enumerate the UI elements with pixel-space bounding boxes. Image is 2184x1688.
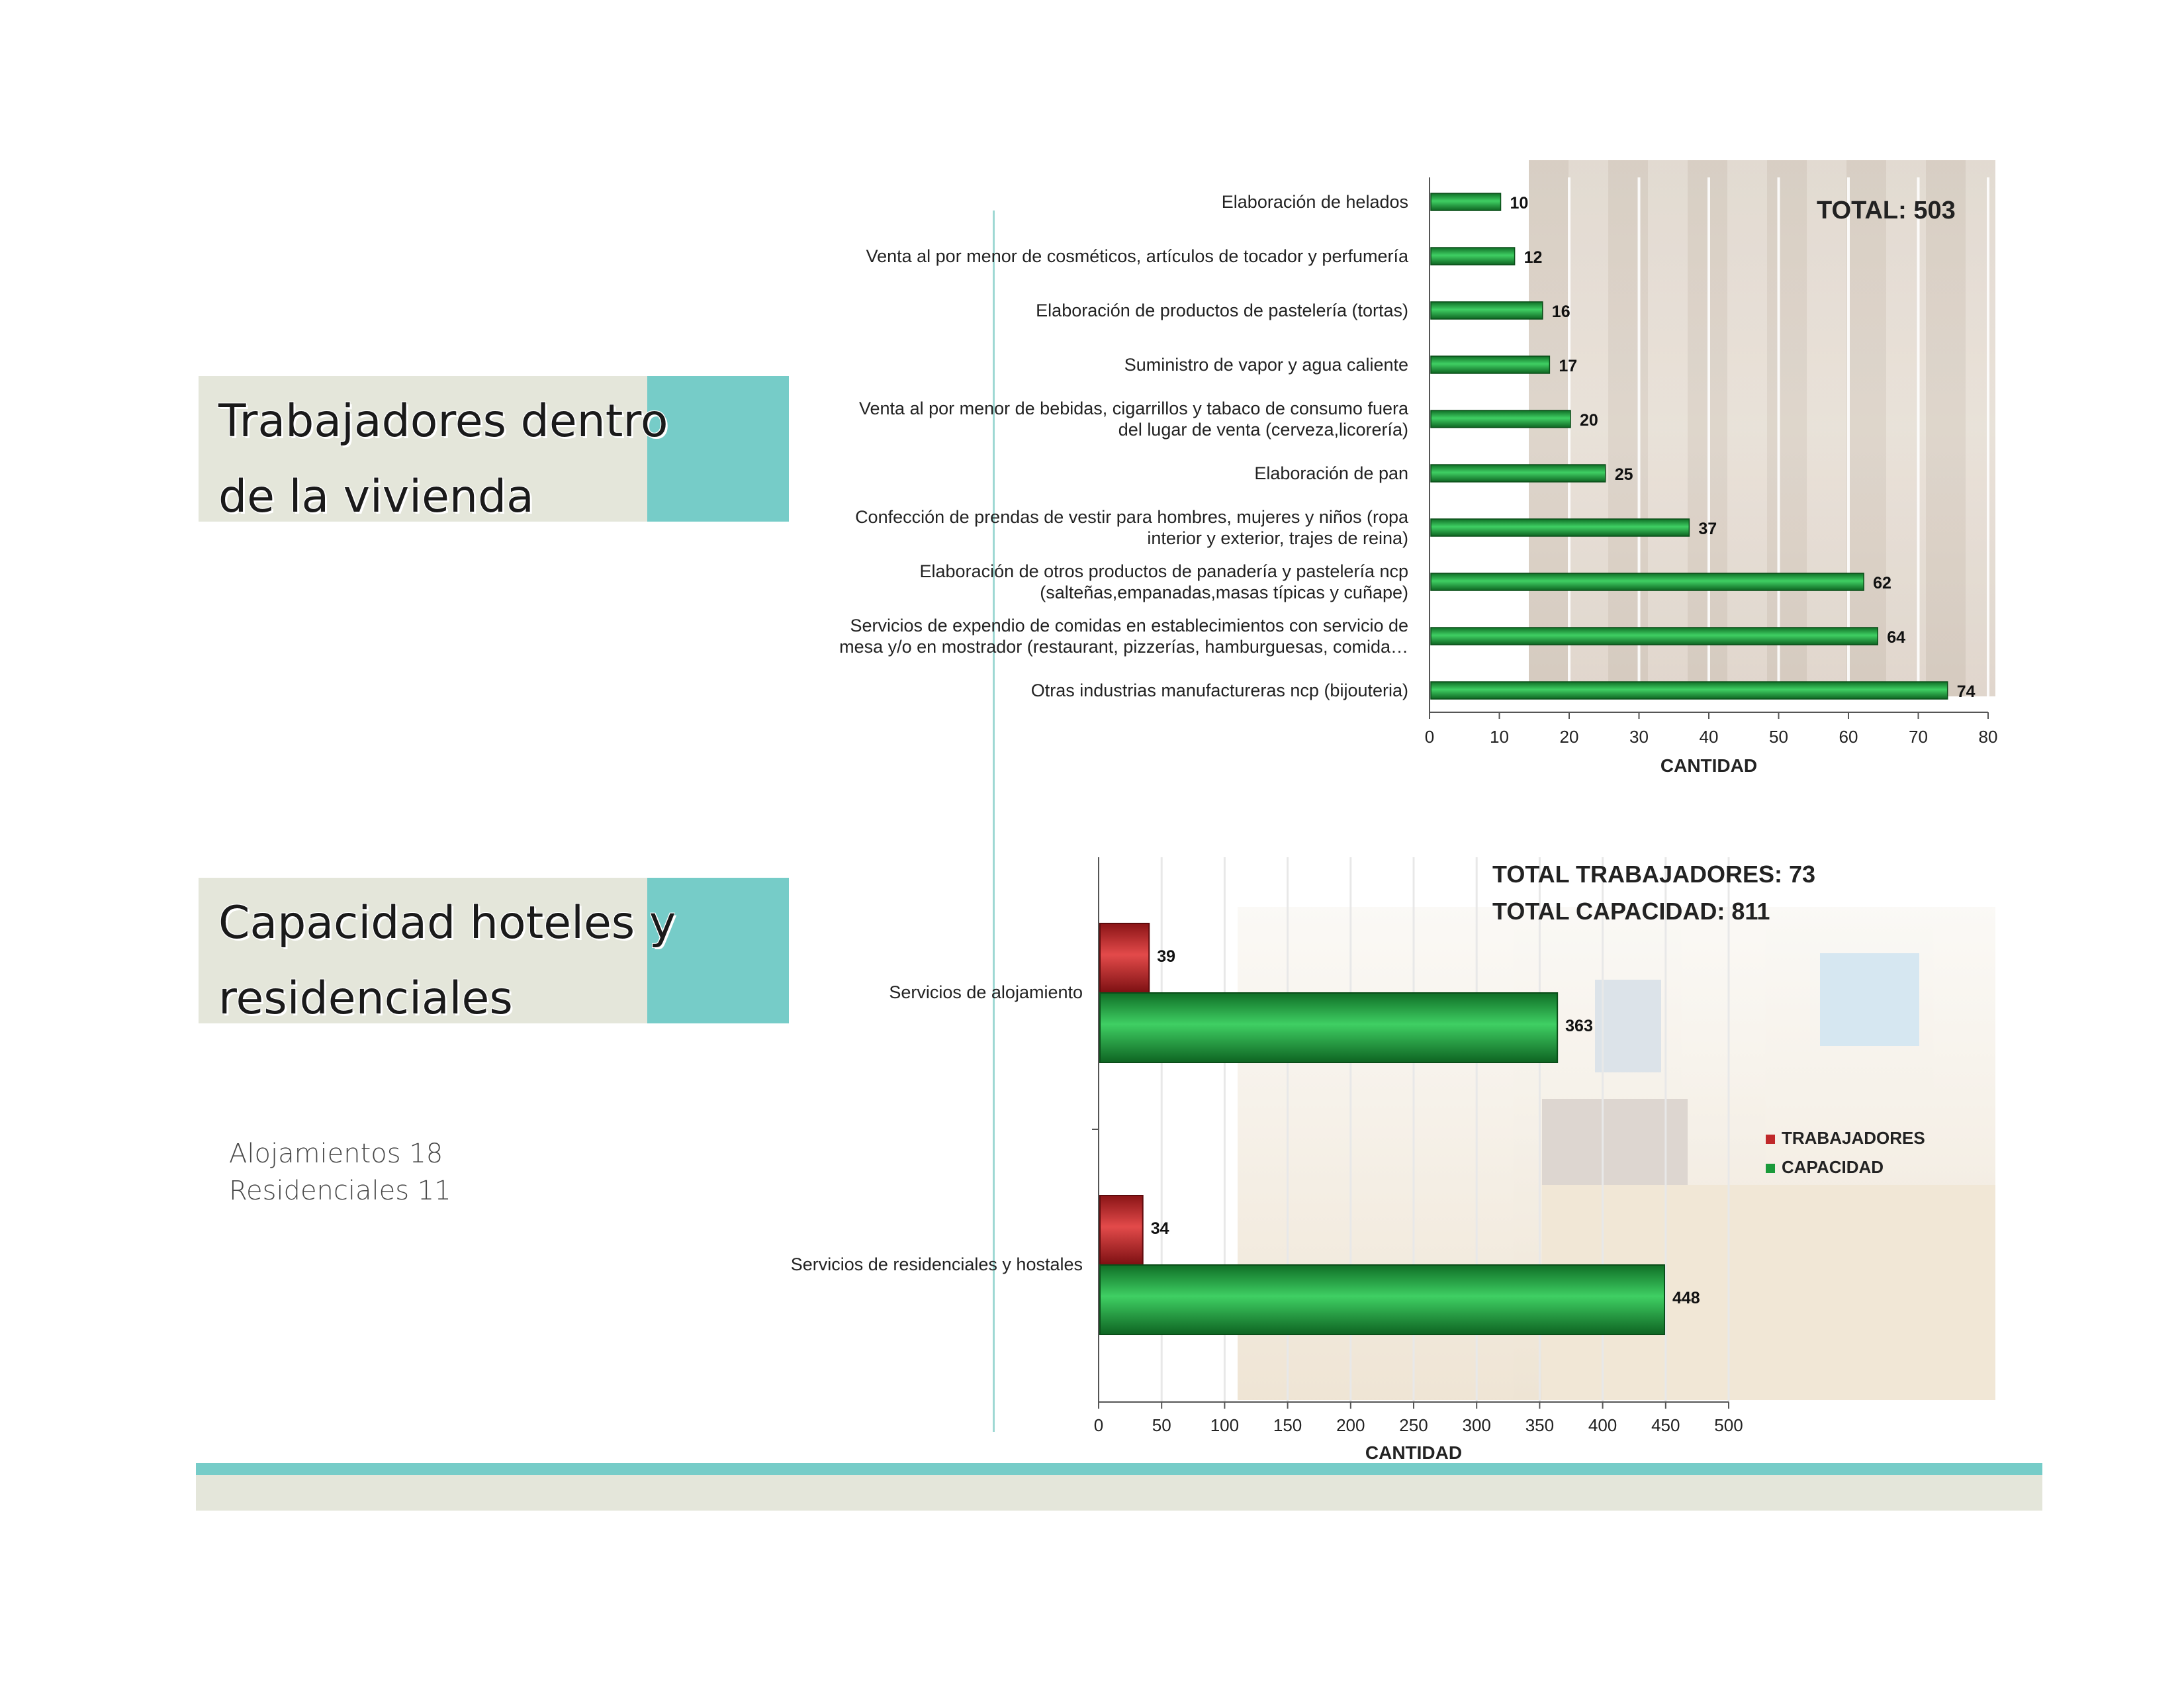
section-title-text: Capacidad hoteles y residenciales [218,897,676,1025]
legend-label: CAPACIDAD [1782,1157,1884,1177]
bar [1430,193,1502,211]
bar [1430,301,1543,320]
bar [1430,410,1571,428]
section-title-trabajadores: Trabajadores dentro de la vivienda [199,376,789,523]
category-label: Servicios de expendio de comidas en esta… [850,616,1408,635]
x-tick-label: 60 [1839,727,1858,747]
x-tick-label: 100 [1210,1415,1239,1435]
divider-line [993,211,995,1432]
footer-band-teal [196,1463,2042,1475]
chart-capacidad-hoteles: 0 50 100 150 200 250 300 350 400 450 500 CANTIDAD 39… [791,857,1925,1463]
data-label: 20 [1580,411,1598,430]
data-label: 37 [1698,520,1717,538]
bar-capacidad [1099,1264,1665,1335]
x-tick-label: 50 [1769,727,1788,747]
total-annotation: TOTAL CAPACIDAD: 811 [1492,898,1770,925]
category-label: mesa y/o en mostrador (restaurant, pizze… [839,637,1408,657]
category-label: (salteñas,empanadas,masas típicas y cuña… [1040,583,1408,602]
x-tick-label: 300 [1463,1415,1491,1435]
category-label: Servicios de residenciales y hostales [791,1254,1083,1274]
x-axis-title: CANTIDAD [1365,1442,1462,1463]
footer-band-grey [196,1475,2042,1511]
x-tick-label: 10 [1490,727,1509,747]
x-tick-label: 40 [1700,727,1719,747]
data-label: 64 [1887,628,1905,647]
data-label: 39 [1157,947,1175,966]
bar [1430,573,1864,591]
category-label: Elaboración de productos de pastelería (… [1036,301,1408,320]
x-axis-title: CANTIDAD [1661,755,1757,776]
data-label: 448 [1672,1289,1700,1307]
x-tick-label: 20 [1560,727,1579,747]
x-tick-label: 0 [1425,727,1434,747]
x-tick-label: 250 [1399,1415,1428,1435]
category-label: del lugar de venta (cerveza,licorería) [1118,420,1408,440]
bar-capacidad [1099,992,1559,1063]
data-label: 62 [1873,574,1891,592]
category-label: Venta al por menor de bebidas, cigarrill… [859,399,1409,418]
category-label: interior y exterior, trajes de reina) [1147,528,1408,548]
legend-label: TRABAJADORES [1782,1128,1925,1148]
data-label: 17 [1559,357,1577,375]
legend-swatch [1766,1135,1775,1144]
title-accent-block [647,376,789,522]
category-label: Suministro de vapor y agua caliente [1124,355,1408,375]
x-tick-label: 500 [1714,1415,1743,1435]
note-residenciales: Residenciales 11 [229,1176,451,1206]
data-label: 12 [1524,248,1543,267]
section-title-capacidad: Capacidad hoteles y residenciales [199,878,789,1025]
category-label: Servicios de alojamiento [889,982,1083,1002]
x-tick-label: 80 [1979,727,1998,747]
category-label: Elaboración de helados [1222,192,1408,212]
bar [1430,681,1948,700]
bar [1430,464,1606,483]
legend-swatch [1766,1164,1775,1173]
category-label: Elaboración de otros productos de panade… [920,561,1408,581]
bar-trabajadores [1099,1195,1144,1266]
data-label: 74 [1957,682,1976,701]
wall-picture [1820,953,1919,1046]
headboard [1542,1099,1688,1185]
bar [1430,247,1516,265]
category-label: Confección de prendas de vestir para hom… [855,507,1409,527]
x-tick-label: 50 [1152,1415,1171,1435]
x-tick-label: 150 [1273,1415,1302,1435]
x-tick-label: 400 [1588,1415,1617,1435]
data-label: 16 [1552,303,1570,321]
x-tick-label: 30 [1629,727,1649,747]
section-title-text: Trabajadores dentro de la vivienda [218,395,668,523]
total-annotation: TOTAL TRABAJADORES: 73 [1492,861,1815,888]
chart-trabajadores-vivienda: 0 10 20 30 40 50 60 70 80 CANTIDAD 10 Elaboración d… [839,177,1997,776]
data-label: 34 [1151,1219,1169,1238]
bar-trabajadores [1099,923,1150,994]
wall-picture [1595,980,1661,1072]
category-label: Otras industrias manufactureras ncp (bij… [1031,680,1408,700]
x-tick-label: 0 [1094,1415,1103,1435]
note-alojamientos: Alojamientos 18 [229,1139,443,1169]
title-accent-block [647,878,789,1023]
bar [1430,355,1551,374]
total-annotation: TOTAL: 503 [1817,197,1956,224]
bar [1430,627,1878,645]
bar [1430,518,1690,537]
x-tick-label: 200 [1336,1415,1365,1435]
data-label: 363 [1565,1017,1593,1035]
category-label: Elaboración de pan [1254,463,1408,483]
data-label: 25 [1615,465,1633,484]
data-label: 10 [1510,194,1529,212]
category-label: Venta al por menor de cosméticos, artícu… [866,246,1409,266]
x-tick-label: 350 [1525,1415,1554,1435]
x-tick-label: 70 [1909,727,1928,747]
x-tick-label: 450 [1651,1415,1680,1435]
